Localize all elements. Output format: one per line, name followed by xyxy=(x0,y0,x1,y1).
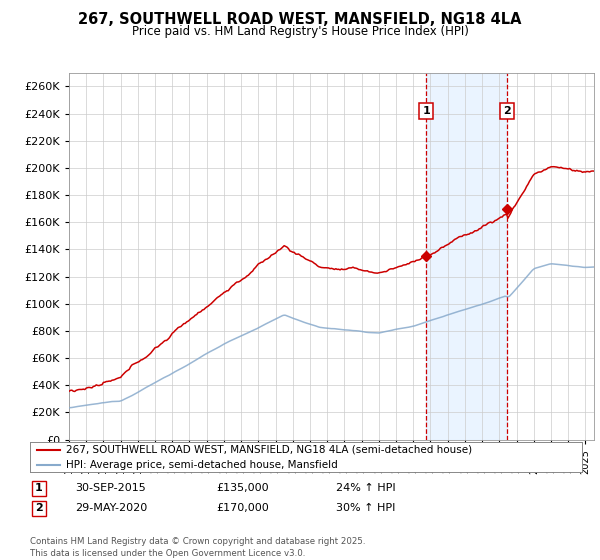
Text: 24% ↑ HPI: 24% ↑ HPI xyxy=(336,483,395,493)
Text: 2: 2 xyxy=(503,106,511,116)
Text: 29-MAY-2020: 29-MAY-2020 xyxy=(75,503,147,514)
Text: £170,000: £170,000 xyxy=(216,503,269,514)
Text: 1: 1 xyxy=(35,483,43,493)
Text: 1: 1 xyxy=(422,106,430,116)
Text: HPI: Average price, semi-detached house, Mansfield: HPI: Average price, semi-detached house,… xyxy=(66,460,338,470)
Text: 30% ↑ HPI: 30% ↑ HPI xyxy=(336,503,395,514)
Text: 30-SEP-2015: 30-SEP-2015 xyxy=(75,483,146,493)
Text: Contains HM Land Registry data © Crown copyright and database right 2025.
This d: Contains HM Land Registry data © Crown c… xyxy=(30,537,365,558)
Text: 267, SOUTHWELL ROAD WEST, MANSFIELD, NG18 4LA (semi-detached house): 267, SOUTHWELL ROAD WEST, MANSFIELD, NG1… xyxy=(66,445,472,455)
Text: Price paid vs. HM Land Registry's House Price Index (HPI): Price paid vs. HM Land Registry's House … xyxy=(131,25,469,38)
Text: £135,000: £135,000 xyxy=(216,483,269,493)
Text: 2: 2 xyxy=(35,503,43,514)
Bar xyxy=(426,73,506,440)
Text: 267, SOUTHWELL ROAD WEST, MANSFIELD, NG18 4LA: 267, SOUTHWELL ROAD WEST, MANSFIELD, NG1… xyxy=(78,12,522,27)
